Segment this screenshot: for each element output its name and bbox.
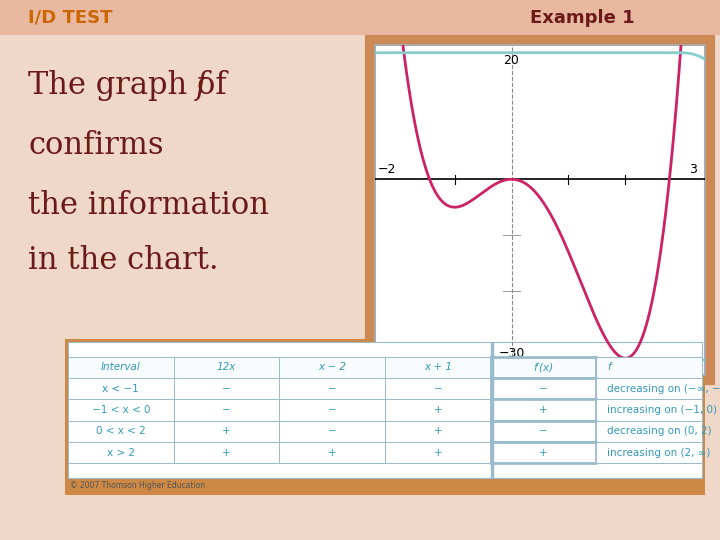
Text: © Thomson Heele Education: © Thomson Heele Education [378, 367, 457, 372]
Text: 20: 20 [503, 55, 520, 68]
Text: The graph of: The graph of [28, 70, 236, 101]
Text: −30: −30 [498, 347, 525, 360]
Text: f: f [196, 70, 207, 101]
FancyBboxPatch shape [367, 37, 713, 383]
Bar [65, 339, 705, 495]
Text: confirms: confirms [28, 130, 163, 161]
Text: I/D TEST: I/D TEST [28, 9, 112, 27]
Text: 3: 3 [688, 164, 696, 177]
Text: in the chart.: in the chart. [28, 245, 219, 276]
Text: the information: the information [28, 190, 269, 221]
Text: −2: −2 [378, 164, 396, 177]
Text: © 2007 Thomson Higher Education: © 2007 Thomson Higher Education [70, 481, 205, 490]
Bar [0, 0, 720, 35]
FancyBboxPatch shape [375, 45, 705, 375]
Bar [68, 342, 702, 478]
Text: Example 1: Example 1 [530, 9, 634, 27]
